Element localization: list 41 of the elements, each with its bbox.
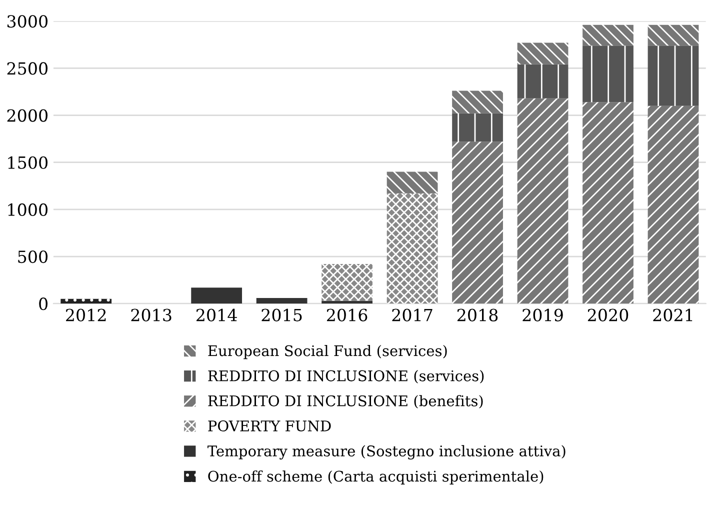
legend-label: REDDITO DI INCLUSIONE (services) <box>208 370 484 384</box>
bar <box>517 64 568 98</box>
bar <box>386 172 438 194</box>
y-tick-label: 1500 <box>8 156 48 169</box>
bar <box>582 46 634 102</box>
legend-label: European Social Fund (services) <box>208 344 447 360</box>
bar <box>452 113 503 142</box>
bar <box>191 288 242 304</box>
bar <box>322 264 372 301</box>
y-tick-label: 500 <box>18 250 48 264</box>
bar <box>452 90 503 114</box>
bar <box>256 298 308 304</box>
x-tick-label: 2021 <box>653 308 692 322</box>
bar <box>648 24 699 46</box>
bar <box>582 102 634 304</box>
x-tick-label: 2018 <box>457 308 498 322</box>
bar <box>60 298 112 304</box>
x-tick-label: 2020 <box>588 308 628 322</box>
x-tick-label: 2016 <box>326 308 368 322</box>
x-tick-label: 2019 <box>522 308 563 322</box>
bar <box>517 98 568 304</box>
x-tick-label: 2013 <box>131 308 172 322</box>
x-tick-label: 2015 <box>262 308 302 322</box>
bar <box>517 42 568 64</box>
legend-label: REDDITO DI INCLUSIONE (benefits) <box>208 395 483 408</box>
x-tick-label: 2017 <box>392 308 432 322</box>
y-tick-label: 1000 <box>8 203 48 216</box>
bar <box>582 24 634 46</box>
legend-label: POVERTY FUND <box>208 420 331 432</box>
y-tick-label: 2500 <box>7 62 48 75</box>
x-tick-label: 2014 <box>196 308 237 322</box>
bar <box>648 46 699 106</box>
bar <box>386 193 438 304</box>
y-tick-label: 3000 <box>7 15 48 28</box>
bar <box>648 106 699 304</box>
y-tick-label: 2000 <box>7 109 48 122</box>
x-tick-label: 2012 <box>66 308 106 322</box>
legend-label: One-off scheme (Carta acquisti sperimentale) <box>208 470 544 485</box>
y-tick-label: 0 <box>39 298 48 310</box>
legend-label: Temporary measure (Sostegno inclusione attiva) <box>208 445 566 460</box>
bar <box>452 142 503 304</box>
